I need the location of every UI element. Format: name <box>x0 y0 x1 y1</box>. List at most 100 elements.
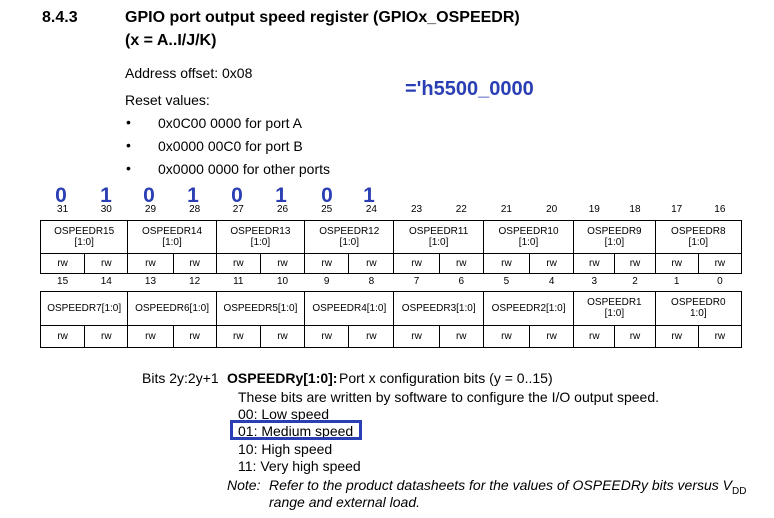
speed-option: 01: Medium speed <box>238 423 354 439</box>
register-field: OSPEEDR12 [1:0] <box>304 219 395 254</box>
note-text: Refer to the product datasheets for the … <box>269 477 746 497</box>
register-field: OSPEEDR4[1:0] <box>304 290 395 326</box>
bit-number: 16 <box>714 204 726 216</box>
access-cell: rw <box>304 252 350 274</box>
note-label: Note: <box>227 477 261 493</box>
bit-number: 31 <box>57 204 69 216</box>
bit-number: 18 <box>629 204 641 216</box>
access-cell: rw <box>573 252 616 274</box>
access-cell: rw <box>393 324 440 348</box>
register-field-label: OSPEEDR4[1:0] <box>312 302 387 314</box>
speed-option: 00: Low speed <box>238 406 330 422</box>
register-field-label: OSPEEDR1 <box>587 297 642 308</box>
access-row: rw rw rw rw rw rw rw rw rw rw rw rw rw rw rw rw <box>39 324 743 348</box>
bit-number: 28 <box>189 204 201 216</box>
field-summary: Port x configuration bits (y = 0..15) <box>339 370 553 386</box>
reset-value-port-a: 0x0C00 0000 for port A <box>158 115 302 131</box>
access-cell: rw <box>438 252 484 274</box>
access-cell: rw <box>39 324 86 348</box>
access-cell: rw <box>348 324 395 348</box>
bit-number: 10 <box>276 276 289 288</box>
register-field-label: OSPEEDR13 <box>230 225 291 237</box>
register-field-label: OSPEEDR2[1:0] <box>491 302 566 314</box>
register-field-label: [1:0] <box>428 236 449 248</box>
access-cell: rw <box>393 252 440 274</box>
bit-number: 15 <box>57 276 69 288</box>
register-field-label: [1:0] <box>604 308 625 319</box>
bit-number: 19 <box>588 204 600 216</box>
register-field-label: OSPEEDR3[1:0] <box>401 302 476 314</box>
register-field: OSPEEDR13 [1:0] <box>215 219 306 254</box>
bit-number: 24 <box>365 204 377 216</box>
access-cell: rw <box>697 324 743 348</box>
field-description: These bits are written by software to co… <box>238 389 660 405</box>
bit-number: 22 <box>455 204 467 216</box>
register-field-label: OSPEEDR7[1:0] <box>47 302 122 314</box>
access-cell: rw <box>614 252 656 274</box>
medium-speed-highlight <box>230 420 362 440</box>
bit-number: 7 <box>413 276 420 288</box>
register-field: OSPEEDR6[1:0] <box>127 290 217 326</box>
note-text-line2: range and external load. <box>269 494 420 510</box>
access-cell: rw <box>39 252 86 274</box>
register-field-label: [1:0] <box>339 236 360 248</box>
access-cell: rw <box>84 324 129 348</box>
field-row: OSPEEDR7[1:0] OSPEEDR6[1:0] OSPEEDR5[1:0] O… <box>39 290 743 326</box>
bit-number: 2 <box>632 276 638 288</box>
bullet-icon: • <box>126 160 131 176</box>
bullet-icon: • <box>126 137 131 153</box>
register-table-lower: 15 14 13 12 11 10 9 8 7 6 5 4 3 2 1 0 OSPEEDR7[1:0] OSPE… <box>39 273 743 348</box>
register-field: OSPEEDR5[1:0] <box>215 290 306 326</box>
bit-number: 21 <box>500 204 512 216</box>
bit-number: 4 <box>548 276 555 288</box>
register-field-label: OSPEEDR6[1:0] <box>135 302 209 314</box>
access-cell: rw <box>438 324 484 348</box>
speed-option: 10: High speed <box>238 441 333 457</box>
register-field-label: OSPEEDR12 <box>319 225 380 237</box>
bit-number: 8 <box>368 276 375 288</box>
access-cell: rw <box>614 324 656 348</box>
register-field-label: OSPEEDR14 <box>142 225 203 237</box>
access-cell: rw <box>215 252 261 274</box>
access-cell: rw <box>348 252 395 274</box>
bit-number-row: 15 14 13 12 11 10 9 8 7 6 5 4 3 2 1 0 <box>41 273 742 291</box>
access-cell: rw <box>127 324 174 348</box>
bit-number: 3 <box>591 276 598 288</box>
bullet-icon: • <box>126 114 131 130</box>
access-cell: rw <box>172 252 217 274</box>
register-field-label: OSPEEDR15 <box>54 225 115 237</box>
register-field: OSPEEDR9 [1:0] <box>573 219 656 254</box>
bit-number: 23 <box>411 204 423 216</box>
reset-value-port-b: 0x0000 00C0 for port B <box>158 138 303 154</box>
register-field: OSPEEDR14 [1:0] <box>127 219 217 254</box>
register-field-label: OSPEEDR8 <box>671 225 726 237</box>
field-name: OSPEEDRy[1:0]: <box>227 370 338 386</box>
register-field: OSPEEDR15 [1:0] <box>39 219 129 254</box>
register-field-label: [1:0] <box>250 236 271 248</box>
bit-number: 5 <box>503 276 510 288</box>
section-title: GPIO port output speed register (GPIOx_O… <box>125 9 520 26</box>
register-field-label: OSPEEDR5[1:0] <box>223 302 298 314</box>
bit-number: 27 <box>232 204 244 216</box>
access-cell: rw <box>259 324 306 348</box>
annotated-bit: 0 <box>143 184 155 207</box>
bit-number: 13 <box>144 276 157 288</box>
annotated-bit: 0 <box>231 184 243 207</box>
register-field: OSPEEDR7[1:0] <box>39 290 129 326</box>
register-field-label: OSPEEDR11 <box>409 225 469 237</box>
access-cell: rw <box>172 324 217 348</box>
access-cell: rw <box>573 324 616 348</box>
register-field: OSPEEDR0 1:0] <box>654 290 743 326</box>
access-cell: rw <box>304 324 350 348</box>
register-field: OSPEEDR11 [1:0] <box>393 219 484 254</box>
annotated-bit: 1 <box>363 184 375 207</box>
register-field-label: OSPEEDR10 <box>498 225 559 237</box>
bit-number: 6 <box>458 276 465 288</box>
field-row: OSPEEDR15 [1:0] OSPEEDR14 [1:0] OSPEEDR13 [1:… <box>39 219 743 254</box>
annotated-bit: 0 <box>55 184 67 207</box>
section-number: 8.4.3 <box>42 9 78 26</box>
access-cell: rw <box>654 324 699 348</box>
bit-number: 14 <box>100 276 112 288</box>
register-field: OSPEEDR1 [1:0] <box>573 290 656 326</box>
section-title-subtitle: (x = A..I/J/K) <box>125 32 217 49</box>
